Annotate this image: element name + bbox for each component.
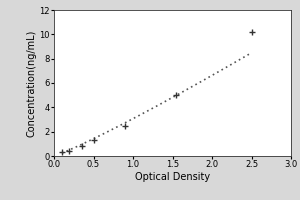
X-axis label: Optical Density: Optical Density xyxy=(135,172,210,182)
Y-axis label: Concentration(ng/mL): Concentration(ng/mL) xyxy=(27,29,37,137)
